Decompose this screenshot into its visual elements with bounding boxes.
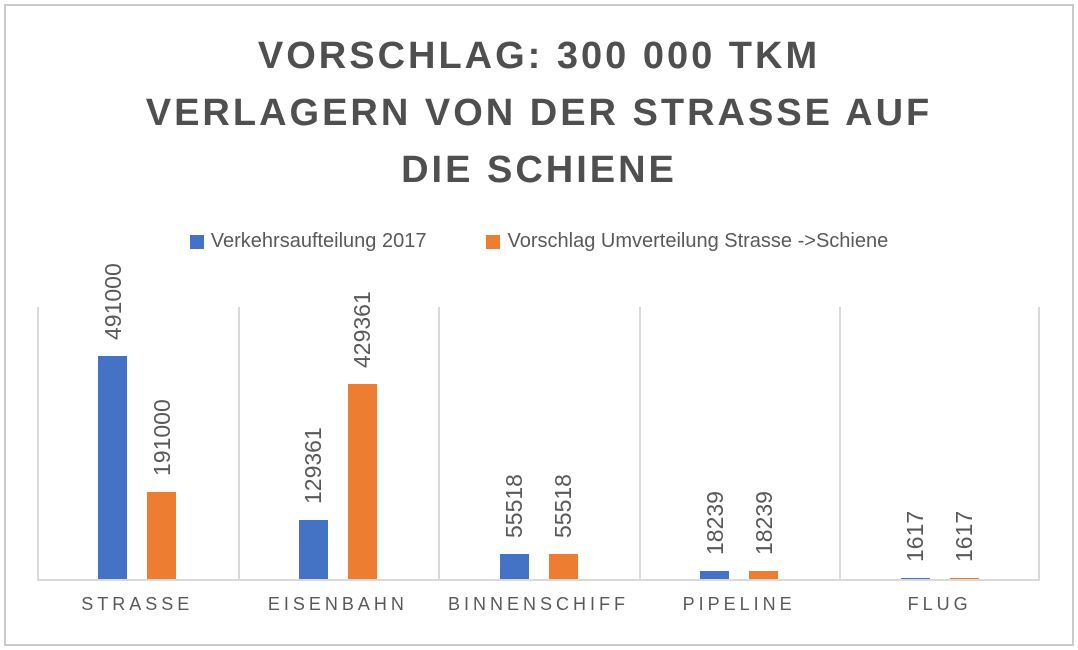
bar-value-label-flug-series1: 1617	[902, 510, 929, 562]
bar-value-label-binnenschiff-series2: 55518	[550, 474, 576, 538]
legend-marker-blue-square-icon	[189, 234, 204, 249]
bar-strasse-series2	[147, 492, 177, 579]
category-separator-line	[438, 307, 441, 579]
bar-value-label-binnenschiff-series1: 55518	[501, 474, 527, 538]
category-label-binnenschiff: BINNENSCHIFF	[447, 594, 630, 614]
bar-flug-series2	[949, 578, 979, 579]
legend-item-series1: Verkehrsaufteilung 2017	[189, 230, 427, 253]
category-axis: STRASSE EISENBAHN BINNENSCHIFF PIPELINE FLUG	[37, 594, 1040, 622]
chart-title-line: VERLAGERN VON DER STRASSE AUF	[145, 92, 933, 134]
category-separator-line	[37, 307, 39, 579]
bar-strasse-series1	[98, 356, 128, 579]
bar-value-label-pipeline-series2: 18239	[750, 491, 777, 555]
bar-flug-series1	[900, 578, 930, 579]
chart-title-line: DIE SCHIENE	[401, 149, 677, 191]
chart-title-line: VORSCHLAG: 300 000 TKM	[257, 35, 821, 77]
category-label-pipeline: PIPELINE	[682, 594, 796, 614]
bar-binnenschiff-series2	[548, 554, 578, 579]
bar-value-label-strasse-series1: 491000	[99, 263, 126, 340]
bar-pipeline-series2	[749, 571, 779, 579]
bar-eisenbahn-series2	[347, 384, 377, 579]
legend-marker-orange-square-icon	[486, 234, 501, 249]
legend-label-series1: Verkehrsaufteilung 2017	[210, 230, 427, 252]
category-label-eisenbahn: EISENBAHN	[267, 594, 408, 614]
plot-area: 491000 191000 129361 429361 55518 55518 18239 1…	[37, 263, 1040, 581]
chart-title: VORSCHLAG: 300 000 TKM VERLAGERN VON DER …	[0, 28, 1078, 199]
legend: Verkehrsaufteilung 2017 Vorschlag Umvert…	[0, 230, 1078, 253]
bar-value-label-pipeline-series1: 18239	[701, 491, 728, 555]
category-separator-line	[638, 307, 641, 579]
bar-eisenbahn-series1	[298, 520, 328, 579]
bar-pipeline-series1	[700, 571, 730, 579]
category-separator-line	[237, 307, 240, 579]
legend-item-series2: Vorschlag Umverteilung Strasse ->Schiene	[486, 230, 888, 253]
bar-value-label-eisenbahn-series2: 429361	[349, 291, 376, 368]
bar-value-label-eisenbahn-series1: 129361	[300, 427, 327, 504]
category-label-strasse: STRASSE	[81, 594, 194, 614]
category-separator-line	[1038, 307, 1040, 579]
category-separator-line	[839, 307, 842, 579]
bar-value-label-flug-series2: 1617	[951, 510, 978, 562]
category-label-flug: FLUG	[907, 594, 972, 614]
bar-binnenschiff-series1	[499, 554, 529, 579]
bar-value-label-strasse-series2: 191000	[148, 399, 175, 476]
legend-label-series2: Vorschlag Umverteilung Strasse ->Schiene	[507, 230, 889, 252]
